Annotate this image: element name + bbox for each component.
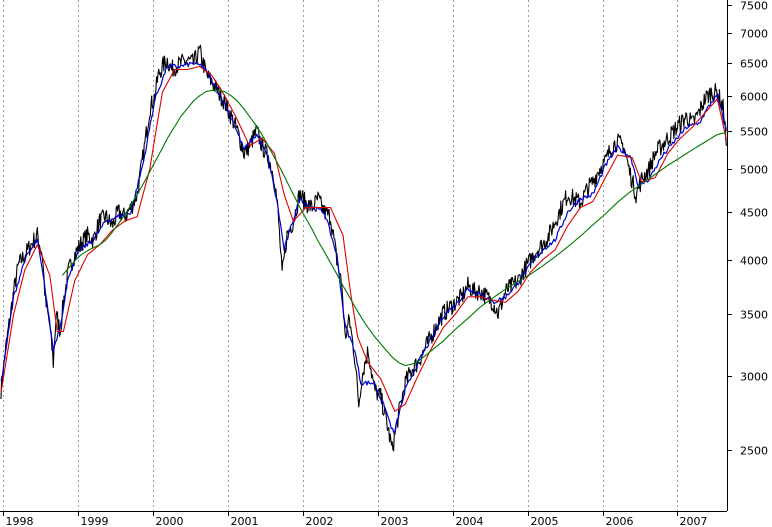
y-tick-label: 3000 bbox=[740, 371, 768, 384]
x-tick-label: 2007 bbox=[680, 515, 708, 527]
x-tick-label: 1999 bbox=[81, 515, 109, 527]
vertical-grid bbox=[3, 0, 678, 511]
y-tick-label: 7500 bbox=[740, 0, 768, 13]
x-tick-label: 2006 bbox=[606, 515, 634, 527]
medium-moving-average-line bbox=[0, 65, 727, 412]
x-tick-label: 2002 bbox=[306, 515, 334, 527]
x-tick-label: 1998 bbox=[6, 515, 34, 527]
x-tick-label: 2001 bbox=[231, 515, 259, 527]
x-tick-label: 2003 bbox=[381, 515, 409, 527]
y-tick-label: 4000 bbox=[740, 255, 768, 268]
short-moving-average-line bbox=[0, 61, 727, 434]
y-tick-label: 7000 bbox=[740, 28, 768, 41]
y-tick-label: 4500 bbox=[740, 207, 768, 220]
plot-area bbox=[0, 44, 727, 452]
y-tick-label: 5500 bbox=[740, 126, 768, 139]
y-tick-label: 2500 bbox=[740, 445, 768, 458]
y-tick-label: 3500 bbox=[740, 309, 768, 322]
x-tick-label: 2004 bbox=[456, 515, 484, 527]
y-tick-label: 6500 bbox=[740, 58, 768, 71]
x-tick-label: 2000 bbox=[156, 515, 184, 527]
y-tick-label: 6000 bbox=[740, 91, 768, 104]
long-moving-average-line bbox=[61, 89, 727, 367]
x-axis-ticks: 1998 1999 2000 2001 2002 2003 2004 2005 2006 2007 bbox=[3, 511, 708, 527]
y-axis-ticks: 7500 7000 6500 6000 5500 5000 4500 4000 3500 3000… bbox=[727, 0, 768, 458]
x-tick-label: 2005 bbox=[531, 515, 559, 527]
y-tick-label: 5000 bbox=[740, 164, 768, 177]
